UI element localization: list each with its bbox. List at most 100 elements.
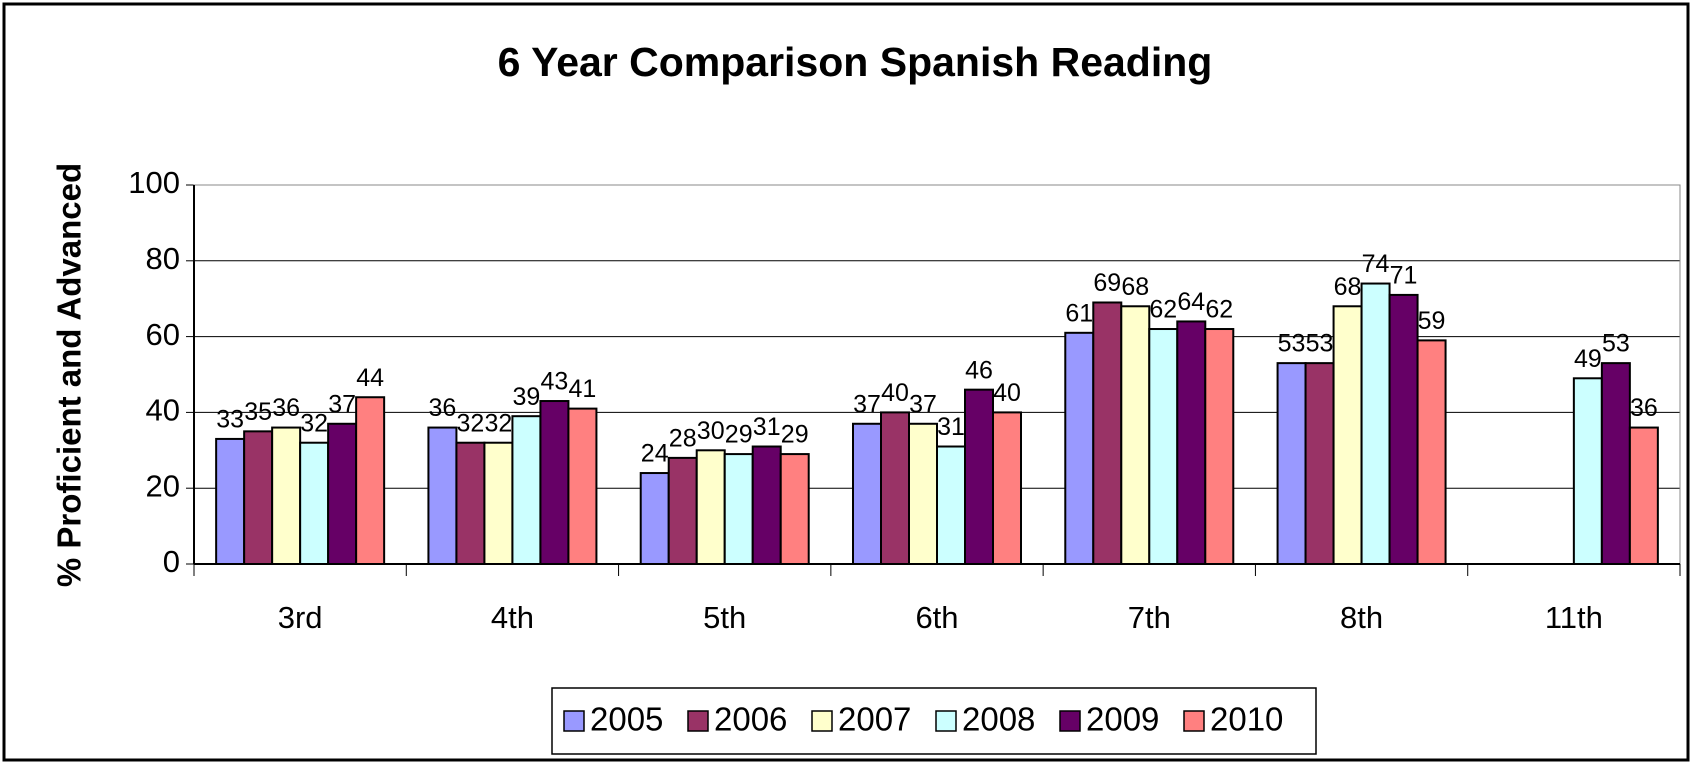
bar xyxy=(1064,331,1095,565)
data-label: 31 xyxy=(753,413,781,441)
data-label: 30 xyxy=(697,417,725,445)
data-label: 43 xyxy=(541,368,569,396)
bar xyxy=(1388,293,1419,565)
y-tick-label: 40 xyxy=(146,393,180,428)
data-label: 35 xyxy=(244,398,272,426)
x-tick-label: 3rd xyxy=(278,600,323,635)
legend-label: 2010 xyxy=(1210,701,1283,738)
data-label: 62 xyxy=(1205,296,1233,324)
legend-swatch xyxy=(687,710,709,732)
data-label: 44 xyxy=(356,364,384,392)
legend-label: 2008 xyxy=(962,701,1035,738)
data-label: 61 xyxy=(1065,299,1093,327)
bar xyxy=(779,453,810,565)
bar xyxy=(427,426,458,565)
data-label: 33 xyxy=(216,406,244,434)
bar xyxy=(539,400,570,565)
legend-swatch xyxy=(1059,710,1081,732)
bar xyxy=(1204,328,1235,565)
legend-swatch xyxy=(811,710,833,732)
bar xyxy=(936,445,966,566)
data-label: 59 xyxy=(1418,307,1446,335)
bar xyxy=(511,415,542,565)
bar xyxy=(908,422,938,565)
bar xyxy=(1360,282,1391,565)
data-label: 46 xyxy=(965,356,993,384)
data-label: 53 xyxy=(1306,330,1334,358)
bar xyxy=(327,422,358,565)
bar xyxy=(243,430,274,565)
legend-label: 2006 xyxy=(714,701,787,738)
data-label: 37 xyxy=(328,390,356,418)
bar xyxy=(355,396,386,565)
data-label: 64 xyxy=(1177,288,1205,316)
x-tick-label: 8th xyxy=(1340,600,1383,635)
x-tick-label: 5th xyxy=(703,600,746,635)
data-label: 53 xyxy=(1278,330,1306,358)
bar xyxy=(667,456,698,566)
data-label: 40 xyxy=(993,379,1021,407)
legend-label: 2009 xyxy=(1086,701,1159,738)
data-label: 36 xyxy=(429,394,457,422)
data-label: 49 xyxy=(1574,345,1602,373)
data-label: 53 xyxy=(1602,330,1630,358)
x-tick-label: 4th xyxy=(491,600,534,635)
bar xyxy=(455,441,486,565)
bar xyxy=(1600,362,1631,565)
bar xyxy=(1120,305,1151,565)
bar xyxy=(1332,305,1363,565)
data-label: 40 xyxy=(881,379,909,407)
legend-swatch xyxy=(935,710,957,732)
bar xyxy=(1572,377,1603,566)
data-label: 37 xyxy=(853,390,881,418)
y-tick-label: 0 xyxy=(163,544,180,579)
bar xyxy=(271,426,302,565)
y-axis-label: % Proficient and Advanced xyxy=(51,163,88,587)
data-label: 31 xyxy=(937,413,965,441)
bar xyxy=(1628,426,1659,565)
bar xyxy=(964,388,994,565)
legend-swatch xyxy=(563,710,585,732)
bar xyxy=(1416,339,1447,566)
data-label: 36 xyxy=(272,394,300,422)
bar xyxy=(639,472,670,566)
data-label: 32 xyxy=(485,409,513,437)
legend-label: 2005 xyxy=(590,701,663,738)
x-tick-label: 6th xyxy=(915,600,958,635)
legend-swatch xyxy=(1183,710,1205,732)
bar xyxy=(1092,301,1123,565)
data-label: 37 xyxy=(909,390,937,418)
legend-label: 2007 xyxy=(838,701,911,738)
data-label: 36 xyxy=(1630,394,1658,422)
bar xyxy=(1304,362,1335,565)
data-label: 32 xyxy=(457,409,485,437)
data-label: 68 xyxy=(1334,273,1362,301)
x-tick-label: 11th xyxy=(1545,600,1603,635)
data-label: 39 xyxy=(513,383,541,411)
bar xyxy=(567,407,598,565)
bar xyxy=(723,453,754,565)
bar xyxy=(695,449,726,565)
y-tick-label: 20 xyxy=(146,468,180,503)
bar xyxy=(215,437,246,565)
data-label: 74 xyxy=(1362,250,1390,278)
bar xyxy=(880,411,910,565)
x-tick-label: 7th xyxy=(1128,600,1171,635)
bar xyxy=(299,441,330,565)
y-tick-label: 60 xyxy=(146,317,180,352)
data-label: 29 xyxy=(781,421,809,449)
bar xyxy=(1176,320,1207,565)
data-label: 28 xyxy=(669,424,697,452)
bar xyxy=(992,411,1022,565)
data-label: 29 xyxy=(725,421,753,449)
data-label: 62 xyxy=(1149,296,1177,324)
bar xyxy=(483,441,514,565)
y-tick-label: 80 xyxy=(146,241,180,276)
bar xyxy=(751,445,782,566)
data-label: 69 xyxy=(1093,269,1121,297)
data-label: 68 xyxy=(1121,273,1149,301)
data-label: 24 xyxy=(641,440,669,468)
bar xyxy=(1276,362,1307,565)
data-label: 41 xyxy=(569,375,597,403)
